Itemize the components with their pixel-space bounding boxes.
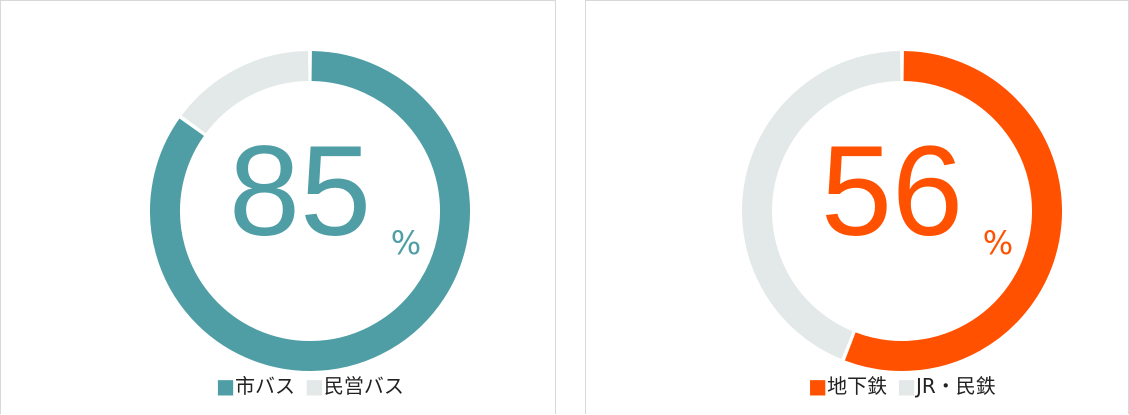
legend-swatch: ■ — [216, 374, 235, 398]
donut-segment — [742, 51, 901, 360]
legend-swatch: ■ — [305, 374, 324, 398]
legend-swatch: ■ — [808, 374, 827, 398]
center-unit: % — [391, 224, 421, 262]
chart: 56 %■地下鉄 ■JR・民鉄 — [742, 51, 1062, 398]
legend-label: 地下鉄 — [827, 374, 887, 398]
legend-label: 市バス — [235, 374, 295, 398]
legend-swatch: ■ — [897, 374, 916, 398]
subtitle: R1年度 — [22, 229, 51, 361]
side-label: 市内バス輸送 R1年度 — [11, 11, 63, 414]
panel: 市内バス輸送 R1年度 85% ■市バス ■民営バス — [0, 0, 556, 414]
subtitle: R1年度 — [612, 229, 641, 361]
center-unit: % — [983, 224, 1013, 262]
panel: 市内鉄道輸送 R1年度 56% ■地下鉄 ■JR・民鉄 — [585, 0, 1129, 414]
center-value: 56 — [821, 120, 963, 263]
legend-label: JR・民鉄 — [914, 374, 996, 398]
legend-label: 民営バス — [324, 374, 404, 398]
donut-segment — [150, 51, 470, 371]
side-label: 市内鉄道輸送 R1年度 — [598, 11, 656, 414]
legend: ■地下鉄 ■JR・民鉄 — [808, 374, 996, 398]
donut-segment — [181, 51, 309, 134]
legend: ■市バス ■民営バス — [216, 374, 404, 398]
donut-segment — [844, 51, 1062, 371]
title: 市内鉄道輸送 — [612, 11, 641, 209]
center-value: 85 — [229, 120, 371, 263]
chart: 85 %■市バス ■民営バス — [150, 51, 470, 398]
title: 市内バス輸送 — [22, 11, 51, 209]
